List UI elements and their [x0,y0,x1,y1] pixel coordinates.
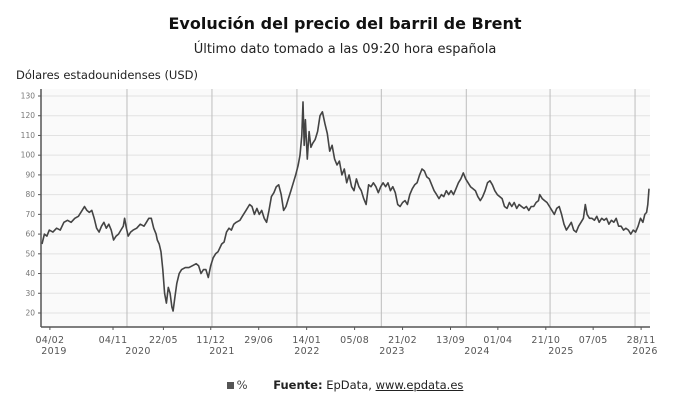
x-tick-year-label: 2020 [125,346,150,357]
x-tick-date-label: 21/10 [531,335,560,346]
y-tick-label: 80 [25,190,35,199]
x-tick-date-label: 11/12 [196,335,225,346]
x-tick-date-label: 01/04 [483,335,512,346]
x-tick-date-label: 29/06 [244,335,273,346]
y-axis-label: Dólares estadounidenses (USD) [16,68,198,82]
x-tick-date-label: 07/05 [579,335,608,346]
x-tick-date-label: 28/11 [627,335,656,346]
x-tick-year-label: 2019 [41,346,66,357]
legend-label: % [236,378,248,392]
y-tick-label: 90 [25,170,35,179]
source-label: Fuente: [273,378,323,392]
y-tick-label: 60 [25,230,35,239]
y-tick-label: 100 [21,151,36,160]
y-tick-label: 40 [25,269,35,278]
y-tick-label: 30 [25,289,35,298]
source-text: EpData, [326,378,372,392]
brent-price-line [41,101,650,312]
year-separator-lines [126,89,636,327]
x-tick-year-label: 2021 [209,346,234,357]
x-tick-year-label: 2023 [379,346,404,357]
x-tick-year-label: 2026 [632,346,657,357]
x-tick-date-label: 04/02 [35,335,64,346]
y-tick-label: 130 [21,92,36,101]
x-tick-year-label: 2024 [464,346,489,357]
y-tick-label: 110 [21,131,36,140]
x-tick-date-label: 21/02 [388,335,417,346]
x-tick-date-label: 04/11 [99,335,128,346]
chart-title: Evolución del precio del barril de Brent [168,14,522,33]
y-tick-label: 50 [25,249,35,258]
legend-item[interactable]: % [226,378,252,392]
y-axis-ticks: 20 30 40 50 60 70 80 90 100 110 120 130 [21,92,41,318]
x-tick-year-label: 2025 [548,346,573,357]
x-tick-date-label: 22/05 [149,335,178,346]
chart-subtitle: Último dato tomado a las 09:20 hora espa… [193,42,497,57]
legend-square-icon [226,382,234,389]
y-tick-label: 20 [25,309,35,318]
plot-area [41,89,650,327]
chart-footer: % Fuente: EpData, www.epdata.es [0,378,690,392]
source-link[interactable]: www.epdata.es [375,378,464,392]
x-tick-date-label: 14/01 [292,335,321,346]
x-tick-date-label: 05/08 [340,335,369,346]
x-tick-date-label: 13/09 [436,335,465,346]
x-tick-year-label: 2022 [294,346,319,357]
y-tick-label: 70 [25,210,35,219]
y-tick-label: 120 [21,111,36,120]
